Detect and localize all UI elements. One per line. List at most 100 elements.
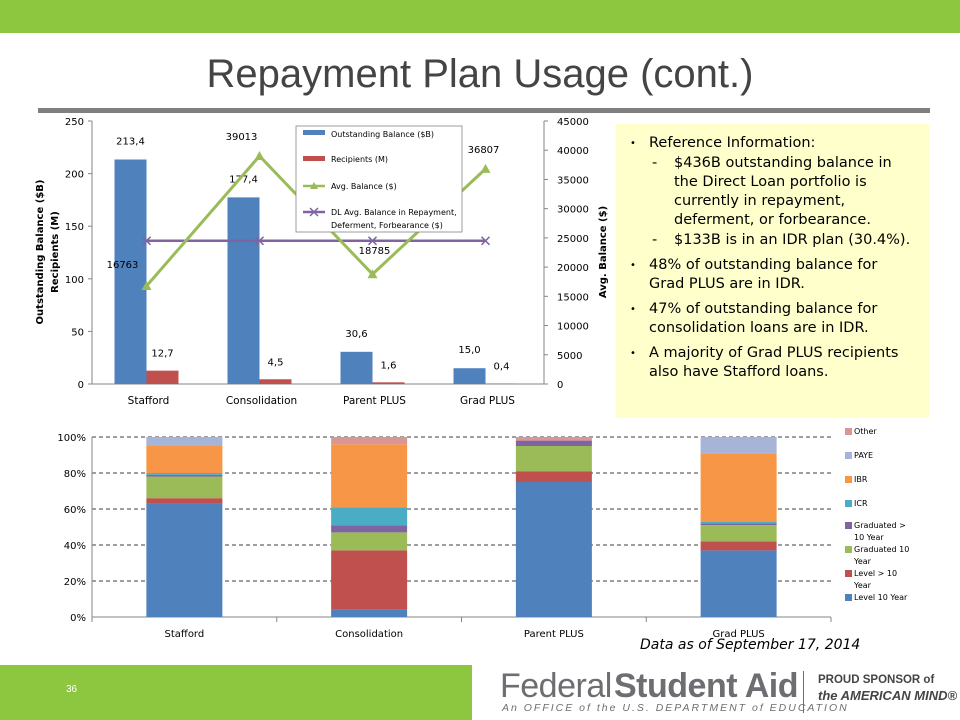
chart1-line-avg-balance-marker [367, 269, 378, 279]
chart1-legend-marker-avg [310, 182, 318, 189]
chart2-stack-segment [331, 532, 408, 551]
chart1-category-label: Parent PLUS [343, 395, 406, 407]
chart1-right-tick-label: 30000 [557, 205, 589, 216]
chart1-line-dl-avg-marker [254, 236, 265, 246]
logo-office-text: An OFFICE of the U.S. DEPARTMENT of EDUC… [502, 702, 849, 714]
chart1-legend-label-dl-2: Deferment, Forbearance ($) [331, 221, 443, 230]
chart2-stack-segment [700, 541, 777, 551]
reference-item: A majority of Grad PLUS recipients also … [628, 344, 917, 382]
reference-item: Reference Information: $436B outstanding … [628, 134, 917, 250]
chart2-legend-label: PAYE [854, 451, 873, 460]
chart1-bar-outstanding-label: 213,4 [116, 137, 145, 148]
chart2-tick-label: 60% [64, 505, 86, 516]
chart2-stack-segment [331, 550, 408, 610]
chart2-category-label: Parent PLUS [524, 629, 584, 640]
chart1-left-tick-label: 250 [65, 117, 84, 128]
chart1-right-tick-label: 20000 [557, 263, 589, 274]
chart1-line-avg-balance-marker [141, 281, 152, 291]
chart2-stack-segment [146, 437, 223, 446]
chart2-legend-label-cont: Year [853, 581, 872, 590]
chart2-stack-segment [146, 474, 223, 477]
chart2-legend-swatch [845, 570, 852, 577]
chart1-legend-label-recipients: Recipients (M) [331, 155, 388, 164]
chart2-legend-swatch [845, 476, 852, 483]
chart1-right-tick-label: 35000 [557, 175, 589, 186]
chart2-stack-segment [700, 550, 777, 617]
page-number: 36 [66, 684, 78, 695]
sponsor-registered-mark: ® [947, 688, 958, 703]
chart2-tick-label: 40% [64, 541, 86, 552]
chart1-bar-outstanding [227, 197, 260, 384]
chart1-bar-recipients-label: 1,6 [381, 360, 397, 371]
chart2-legend-label: Graduated > [854, 521, 906, 530]
chart1-right-axis-title: Avg. Balance ($) [598, 206, 609, 298]
chart2-stack-segment [700, 521, 777, 524]
chart2-tick-label: 80% [64, 469, 86, 480]
chart1-category-label: Consolidation [226, 395, 297, 407]
chart2-stack-segment [146, 498, 223, 504]
chart1-right-tick-label: 45000 [557, 117, 589, 128]
chart1-line-dl-avg-marker [141, 236, 152, 246]
chart2-tick-label: 100% [57, 433, 86, 444]
chart1-line-dl-avg-marker [480, 236, 491, 246]
chart2-legend-label-cont: 10 Year [854, 533, 884, 542]
reference-item-text: 47% of outstanding balance for consolida… [649, 301, 878, 336]
chart1-right-tick-label: 25000 [557, 234, 589, 245]
sponsor-line-2: the AMERICAN MIND [818, 688, 948, 703]
chart1-bar-recipients-label: 4,5 [268, 357, 284, 368]
reference-item: 47% of outstanding balance for consolida… [628, 300, 917, 338]
chart2-category-label: Grad PLUS [712, 629, 764, 640]
reference-subitem: $133B is in an IDR plan (30.4%). [649, 231, 917, 250]
chart2-stack-segment [515, 446, 592, 472]
chart1-line-avg-balance-label: 36807 [468, 145, 500, 156]
chart2-legend-swatch [845, 522, 852, 529]
chart2-stack-segment [700, 523, 777, 526]
chart2-stack-segment [146, 473, 223, 475]
chart2-stack-segment [331, 437, 408, 445]
chart2-legend-label: Graduated 10 [854, 545, 909, 554]
reference-subitem: $436B outstanding balance in the Direct … [649, 154, 917, 230]
logo-sponsor-text: PROUD SPONSOR of the AMERICAN MIND® [818, 673, 958, 703]
chart1-left-axis-title-2: Recipients (M) [50, 211, 61, 293]
chart2-stack-segment [515, 471, 592, 482]
chart2-legend-label: Level 10 Year [854, 593, 908, 602]
chart1-right-tick-label: 0 [557, 380, 563, 391]
chart1-bar-recipients-label: 0,4 [494, 362, 510, 373]
chart1-left-tick-label: 0 [78, 380, 84, 391]
chart1-category-label: Stafford [128, 395, 170, 407]
chart1-legend-label-outstanding: Outstanding Balance ($B) [331, 130, 434, 139]
slide-title: Repayment Plan Usage (cont.) [206, 52, 754, 96]
chart1-right-tick-label: 40000 [557, 146, 589, 157]
chart2-legend-label: Other [854, 427, 877, 436]
reference-item-text: Reference Information: [649, 135, 816, 151]
chart1-right-tick-label: 5000 [557, 351, 582, 362]
chart1-bar-recipients-label: 12,7 [151, 349, 173, 360]
chart1-left-tick-label: 150 [65, 222, 84, 233]
chart2-legend-label-cont: Year [853, 557, 872, 566]
reference-item: 48% of outstanding balance for Grad PLUS… [628, 256, 917, 294]
chart1-bar-outstanding-label: 30,6 [345, 329, 367, 340]
chart1-left-tick-label: 100 [65, 275, 84, 286]
chart1-left-tick-label: 200 [65, 170, 84, 181]
chart2-legend-swatch [845, 546, 852, 553]
chart1-left-axis-title-1: Outstanding Balance ($B) [35, 180, 46, 325]
chart2-category-label: Consolidation [335, 629, 403, 640]
logo-divider [803, 671, 804, 713]
chart2-stack-segment [146, 476, 223, 499]
chart1-right-tick-label: 10000 [557, 322, 589, 333]
chart2-legend-swatch [845, 452, 852, 459]
chart1-line-avg-balance-label: 18785 [359, 246, 391, 257]
chart1-line-avg-balance-label: 39013 [226, 132, 258, 143]
top-accent-band [0, 0, 960, 33]
sponsor-line-1: PROUD SPONSOR of [818, 674, 935, 686]
chart2-stack-segment [515, 437, 592, 441]
chart1-line-avg-balance-marker [254, 150, 265, 160]
chart2-category-label: Stafford [165, 629, 205, 640]
data-as-of-note: Data as of September 17, 2014 [640, 637, 861, 653]
chart2-stack-segment [331, 444, 408, 508]
chart1-bar-recipients [259, 379, 292, 384]
logo-federal-text: Federal [500, 667, 612, 705]
chart2-tick-label: 20% [64, 577, 86, 588]
chart2-legend-swatch [845, 594, 852, 601]
fsa-logo: Federal Student Aid An OFFICE of the U.S… [500, 665, 960, 720]
